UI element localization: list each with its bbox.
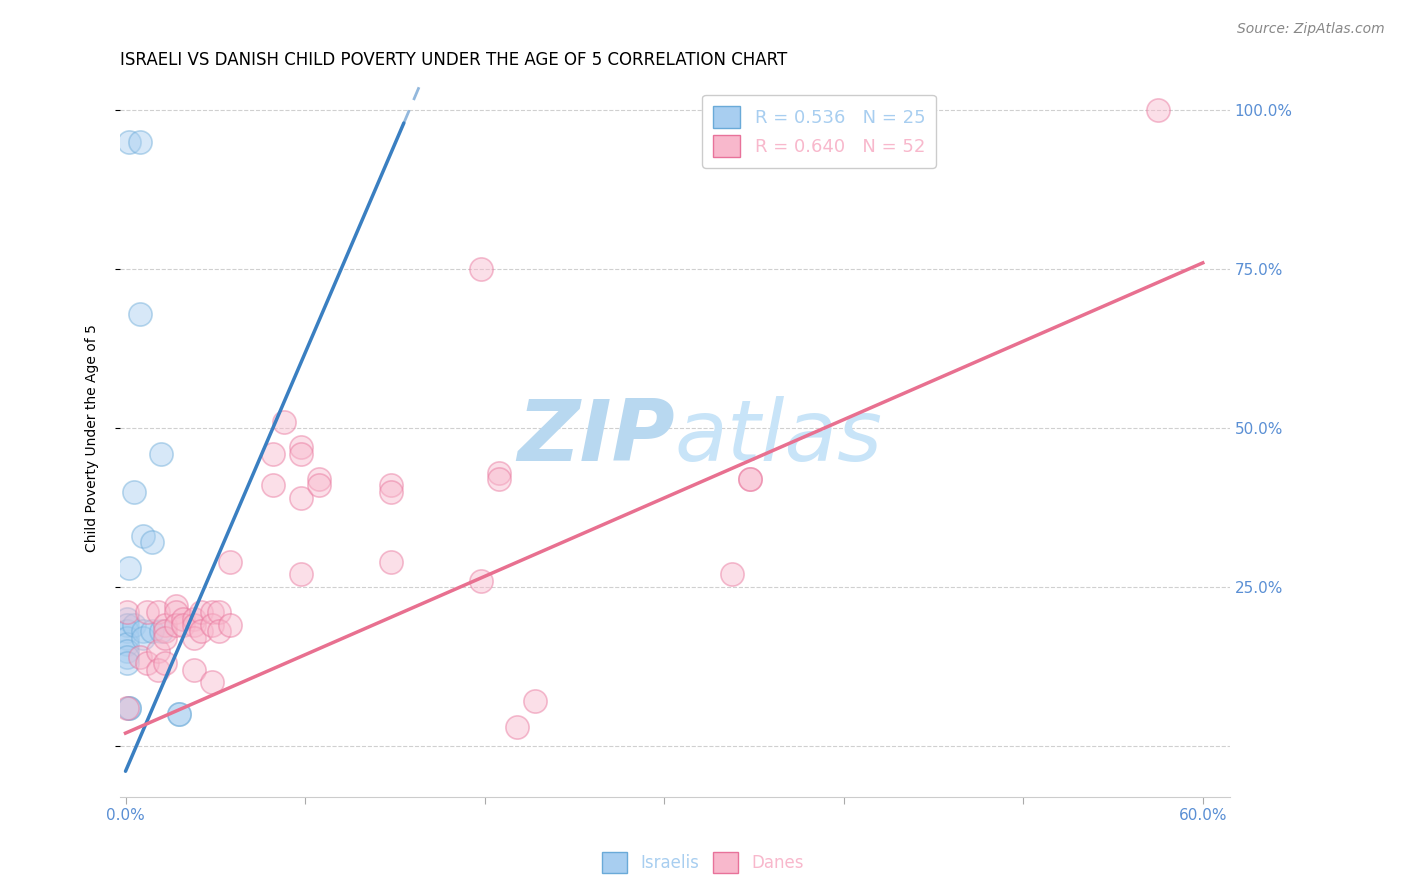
Point	[208, 606, 231, 620]
Point	[190, 606, 212, 620]
Point	[117, 700, 139, 714]
Point	[165, 618, 187, 632]
Point	[141, 535, 163, 549]
Point	[132, 624, 155, 639]
Point	[201, 675, 224, 690]
Point	[290, 446, 312, 460]
Point	[165, 606, 187, 620]
Point	[262, 446, 284, 460]
Point	[153, 624, 176, 639]
Point	[308, 472, 330, 486]
Point	[506, 720, 529, 734]
Point	[183, 663, 205, 677]
Point	[128, 307, 150, 321]
Point	[488, 466, 510, 480]
Point	[169, 707, 191, 722]
Point	[117, 612, 139, 626]
Point	[380, 484, 402, 499]
Point	[218, 618, 240, 632]
Point	[153, 631, 176, 645]
Point	[153, 618, 176, 632]
Point	[146, 663, 169, 677]
Point	[118, 561, 141, 575]
Legend: R = 0.536   N = 25, R = 0.640   N = 52: R = 0.536 N = 25, R = 0.640 N = 52	[702, 95, 936, 168]
Point	[136, 606, 159, 620]
Point	[117, 657, 139, 671]
Point	[262, 478, 284, 492]
Point	[169, 707, 191, 722]
Point	[128, 135, 150, 149]
Point	[141, 624, 163, 639]
Point	[201, 618, 224, 632]
Point	[146, 643, 169, 657]
Point	[183, 631, 205, 645]
Point	[128, 649, 150, 664]
Point	[117, 624, 139, 639]
Point	[132, 631, 155, 645]
Point	[132, 529, 155, 543]
Point	[146, 606, 169, 620]
Point	[118, 700, 141, 714]
Text: Source: ZipAtlas.com: Source: ZipAtlas.com	[1237, 22, 1385, 37]
Point	[124, 484, 146, 499]
Point	[117, 618, 139, 632]
Point	[124, 618, 146, 632]
Point	[308, 478, 330, 492]
Point	[218, 555, 240, 569]
Y-axis label: Child Poverty Under the Age of 5: Child Poverty Under the Age of 5	[86, 324, 100, 551]
Point	[190, 624, 212, 639]
Point	[1147, 103, 1170, 118]
Point	[380, 478, 402, 492]
Point	[290, 567, 312, 582]
Point	[740, 472, 762, 486]
Point	[150, 446, 173, 460]
Point	[290, 491, 312, 505]
Point	[117, 649, 139, 664]
Point	[470, 262, 492, 277]
Point	[136, 657, 159, 671]
Point	[117, 606, 139, 620]
Point	[183, 618, 205, 632]
Point	[273, 415, 295, 429]
Point	[488, 472, 510, 486]
Point	[153, 657, 176, 671]
Text: atlas: atlas	[675, 396, 883, 479]
Point	[380, 555, 402, 569]
Legend: Israelis, Danes: Israelis, Danes	[596, 846, 810, 880]
Point	[290, 440, 312, 454]
Point	[208, 624, 231, 639]
Point	[740, 472, 762, 486]
Point	[183, 612, 205, 626]
Point	[172, 612, 194, 626]
Point	[721, 567, 744, 582]
Point	[172, 618, 194, 632]
Point	[201, 606, 224, 620]
Point	[117, 643, 139, 657]
Point	[150, 624, 173, 639]
Point	[117, 637, 139, 651]
Point	[165, 599, 187, 613]
Text: ISRAELI VS DANISH CHILD POVERTY UNDER THE AGE OF 5 CORRELATION CHART: ISRAELI VS DANISH CHILD POVERTY UNDER TH…	[120, 51, 787, 69]
Point	[523, 694, 546, 708]
Point	[118, 700, 141, 714]
Point	[470, 574, 492, 588]
Point	[118, 135, 141, 149]
Text: ZIP: ZIP	[517, 396, 675, 479]
Point	[117, 631, 139, 645]
